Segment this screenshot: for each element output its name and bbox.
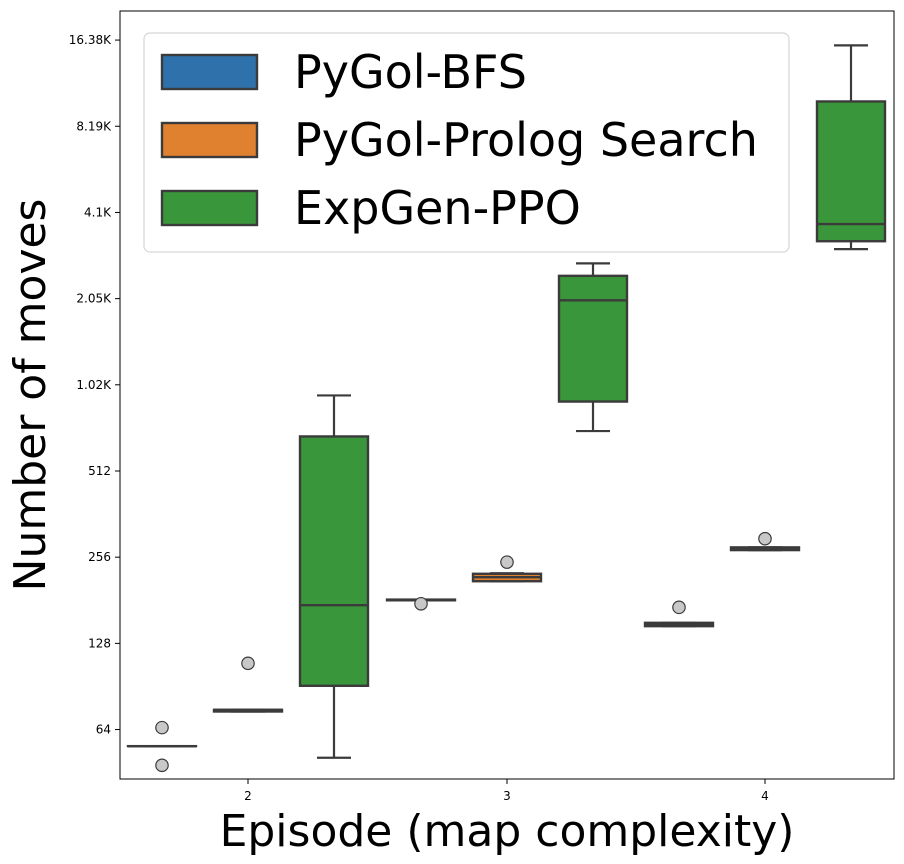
outlier-point [414, 596, 428, 611]
outlier-point [155, 758, 169, 773]
y-tick-label: 512 [88, 464, 111, 478]
x-tick-label: 2 [244, 789, 252, 803]
legend-box [143, 32, 790, 253]
legend-label: PyGol-Prolog Search [294, 113, 758, 167]
box-iqr [298, 435, 370, 687]
legend-swatch [160, 189, 259, 227]
outlier-point [500, 555, 514, 569]
y-tick-label: 16.38K [69, 33, 112, 47]
y-tick-label: 64 [96, 723, 111, 737]
y-tick-label: 256 [88, 550, 111, 564]
x-axis-label: Episode (map complexity) [220, 806, 795, 857]
box-iqr [815, 100, 887, 243]
outlier-point [672, 600, 686, 615]
y-tick-label: 8.19K [76, 119, 112, 133]
x-tick-label: 4 [761, 789, 769, 803]
box-pygol-prolog-search-episode-2 [212, 656, 284, 713]
outlier-point [155, 720, 169, 735]
y-tick-label: 1.02K [76, 378, 112, 392]
legend-label: PyGol-BFS [294, 45, 527, 99]
y-tick-label: 2.05K [76, 292, 112, 306]
outlier-point [758, 531, 772, 546]
box-pygol-bfs-episode-3 [385, 596, 457, 611]
box-pygol-prolog-search-episode-3 [471, 555, 543, 583]
box-expgen-ppo-episode-2 [298, 394, 370, 759]
axes: 64 128 256 512 1.02K 2.05K 4.1K 8.19K 16.38K 2 3 4 E… [5, 10, 895, 857]
y-tick-label: 4.1K [84, 205, 112, 219]
legend-label: ExpGen-PPO [294, 181, 581, 235]
outlier-point [241, 656, 255, 671]
legend: PyGol-BFS PyGol-Prolog Search ExpGen-PPO [143, 32, 790, 253]
box-pygol-bfs-episode-2 [126, 720, 198, 773]
box-expgen-ppo-episode-3 [557, 262, 629, 433]
box-pygol-bfs-episode-4 [643, 600, 715, 628]
legend-swatch [160, 121, 259, 159]
box-iqr [557, 274, 629, 403]
legend-swatch [160, 53, 259, 91]
plot-area [126, 44, 887, 773]
y-tick-label: 128 [88, 636, 111, 650]
box-expgen-ppo-episode-4 [815, 44, 887, 251]
y-axis-label: Number of moves [5, 199, 56, 592]
box-pygol-prolog-search-episode-4 [729, 531, 801, 552]
x-tick-label: 3 [503, 789, 511, 803]
